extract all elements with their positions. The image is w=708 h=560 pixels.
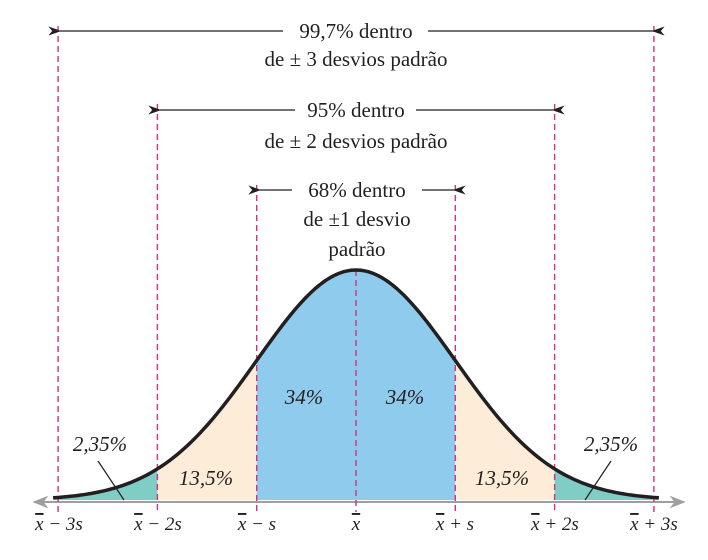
bracket-1sd-line2: de ±1 desvio <box>303 207 410 231</box>
region-label-tail-right: 2,35% <box>584 432 638 456</box>
bracket-1sd: 68% dentro de ±1 desvio padrão <box>248 178 466 261</box>
right-tail-region <box>554 468 659 500</box>
tick-label-plus-3s: x + 3s <box>629 514 678 535</box>
bracket-3sd: 99,7% dentro de ± 3 desvios padrão <box>48 19 665 71</box>
region-label-center-right: 34% <box>385 385 425 409</box>
guide-lines <box>57 26 655 512</box>
bracket-3sd-line1: 99,7% dentro <box>299 19 412 43</box>
region-label-center-left: 34% <box>284 385 324 409</box>
tick-label-minus-3s: x − 3s <box>34 514 83 535</box>
bell-curve <box>53 268 659 500</box>
tick-label-plus-2s: x + 2s <box>530 514 579 535</box>
bracket-1sd-line1: 68% dentro <box>308 178 405 202</box>
tick-label-plus-s: x + s <box>435 514 474 535</box>
tick-label-minus-2s: x − 2s <box>133 514 182 535</box>
tick-labels: x − 3s x − 2s x − s x x + s x + 2s x + 3… <box>34 514 678 535</box>
region-label-tail-left: 2,35% <box>73 432 127 456</box>
left-tail-pointer <box>97 460 125 501</box>
tick-label-mean: x <box>351 514 361 535</box>
region-label-middle-right: 13,5% <box>475 466 529 490</box>
bracket-3sd-line2: de ± 3 desvios padrão <box>265 47 448 71</box>
bracket-2sd-line1: 95% dentro <box>307 98 404 122</box>
right-tail-pointer <box>584 460 612 501</box>
region-label-middle-left: 13,5% <box>179 466 233 490</box>
bracket-1sd-line3: padrão <box>328 237 385 261</box>
bracket-2sd-line2: de ± 2 desvios padrão <box>265 129 448 153</box>
tick-label-minus-s: x − s <box>237 514 276 535</box>
bracket-2sd: 95% dentro de ± 2 desvios padrão <box>148 98 565 153</box>
left-tail-region <box>53 468 158 500</box>
